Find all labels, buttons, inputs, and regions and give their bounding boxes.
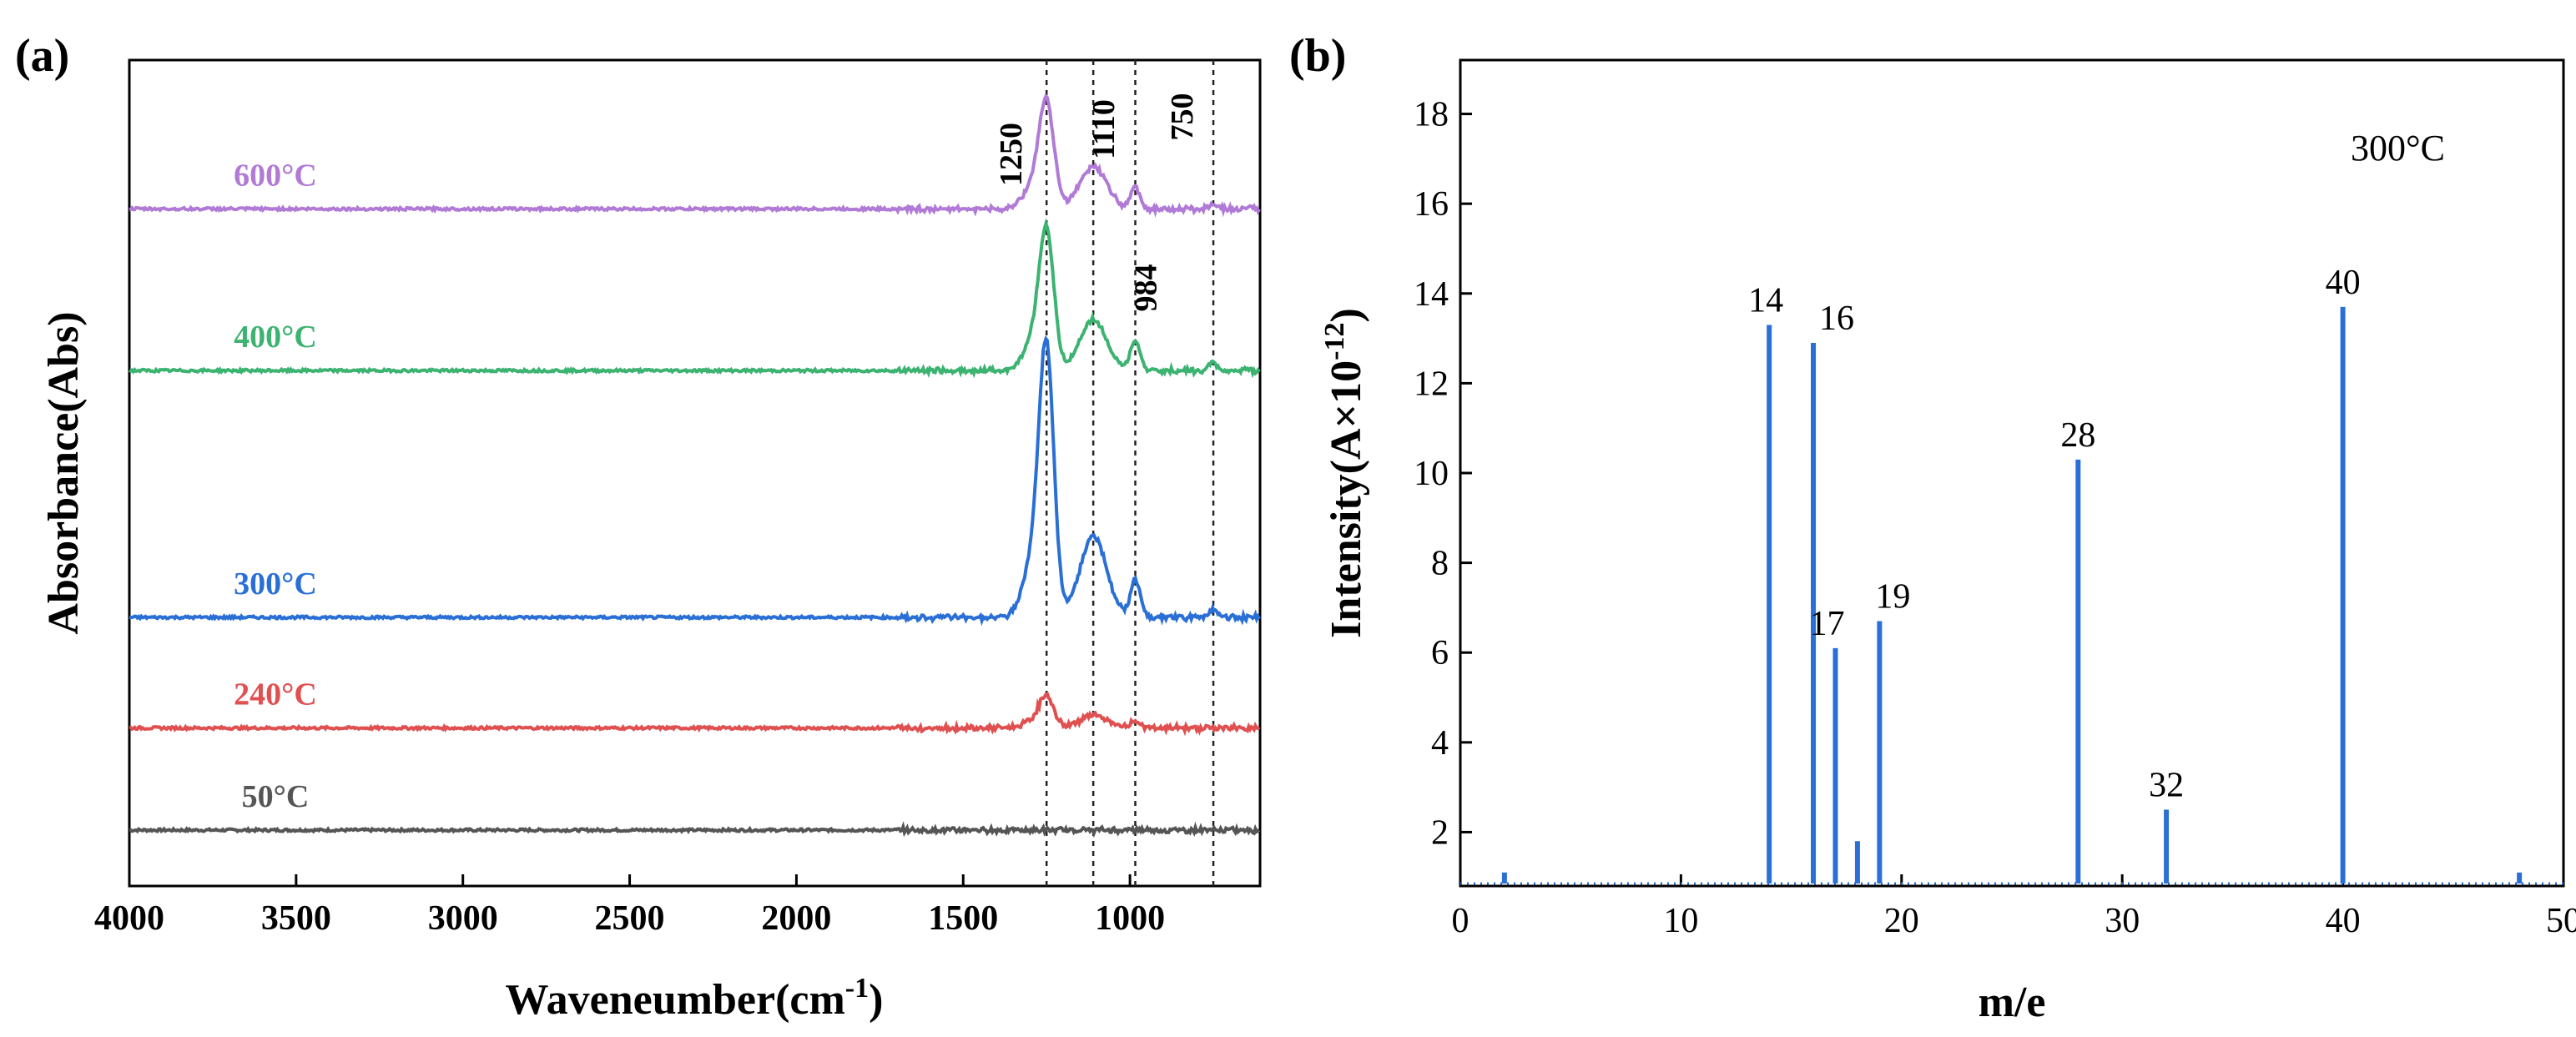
bar-label: 16: [1819, 300, 1854, 338]
panel-b-label: (b): [1289, 30, 1346, 82]
temperature-annotation: 300°C: [2351, 128, 2445, 169]
x-tick-label: 50: [2546, 902, 2576, 940]
y-axis-title-b: Intensity(A×10-12): [1319, 308, 1370, 638]
peak-annotations: 1250 1110 984 750: [994, 93, 1200, 312]
bar-labels: 14 16 17 19 28 32 40: [1748, 264, 2360, 805]
bar-label: 32: [2149, 767, 2184, 805]
y-tick-label: 10: [1414, 455, 1449, 493]
spectrum-line: [129, 93, 1261, 218]
spectrum-line: [129, 218, 1261, 379]
peak-annotation: 750: [1165, 93, 1200, 141]
reference-lines: [1045, 60, 1215, 886]
x-axis-title-b: m/e: [1979, 979, 2046, 1026]
y-tick-label: 12: [1414, 365, 1449, 403]
x-axis-title: Waveneumber(cm-1): [506, 973, 884, 1024]
y-tick-label: 16: [1414, 185, 1449, 224]
peak-annotation: 1110: [1086, 99, 1122, 159]
x-tick-label: 2000: [761, 899, 831, 938]
curve-label: 240°C: [234, 677, 317, 712]
x-tick-label: 20: [1884, 902, 1919, 940]
panel-b-frame: [1459, 58, 2565, 888]
x-axis-ticks: 4000 3500 3000 2500 2000 1500 1000: [94, 874, 1165, 938]
x-tick-label: 3000: [428, 899, 498, 938]
curve-label: 300°C: [234, 566, 317, 602]
y-axis-title: Absorbance(Abs): [40, 311, 88, 634]
x-tick-label: 0: [1452, 902, 1469, 940]
x-tick-label: 40: [2326, 902, 2361, 940]
y-tick-label: 18: [1414, 96, 1449, 134]
spectrum-line: [129, 335, 1261, 627]
y-tick-label: 8: [1431, 545, 1449, 583]
bar-label: 40: [2326, 264, 2361, 302]
bars: [1460, 306, 2563, 885]
bar-label: 19: [1875, 578, 1910, 617]
y-tick-label: 2: [1431, 813, 1449, 852]
panel-a: (a) 50°C 240°C 300°C 400°C 600°C 4000 3500 300…: [15, 30, 1262, 1024]
spectra-curves: [129, 93, 1261, 838]
bar-label: 14: [1748, 281, 1783, 320]
curve-label: 50°C: [242, 779, 310, 814]
x-tick-label: 1500: [928, 899, 998, 938]
peak-annotation: 1250: [994, 123, 1029, 186]
x-tick-label: 4000: [94, 899, 164, 938]
x-tick-label: 1000: [1095, 899, 1165, 938]
peak-annotation: 984: [1129, 264, 1164, 312]
spectrum-line: [129, 821, 1261, 838]
x-tick-label: 2500: [595, 899, 665, 938]
y-tick-label: 4: [1431, 724, 1449, 763]
curve-label: 600°C: [234, 158, 317, 193]
axis-ticks: 0 10 20 30 40 50 2 4 6 8 10 12 14 16 18: [1414, 96, 2576, 940]
curve-label: 400°C: [234, 320, 317, 355]
x-tick-label: 30: [2105, 902, 2140, 940]
x-tick-label: 10: [1663, 902, 1698, 940]
bar-label: 17: [1809, 605, 1844, 643]
curve-labels: 50°C 240°C 300°C 400°C 600°C: [234, 158, 317, 814]
x-tick-label: 3500: [261, 899, 331, 938]
y-tick-label: 14: [1414, 275, 1449, 314]
panel-b: (b) 0 10 20 30 40 50 2 4 6 8 10 12 14 16 18 14 16 17 19 28…: [1289, 30, 2576, 1026]
spectrum-line: [129, 692, 1261, 737]
panel-a-frame: [128, 58, 1262, 888]
panel-a-label: (a): [15, 30, 69, 82]
bar-label: 28: [2060, 416, 2095, 455]
y-tick-label: 6: [1431, 634, 1449, 672]
